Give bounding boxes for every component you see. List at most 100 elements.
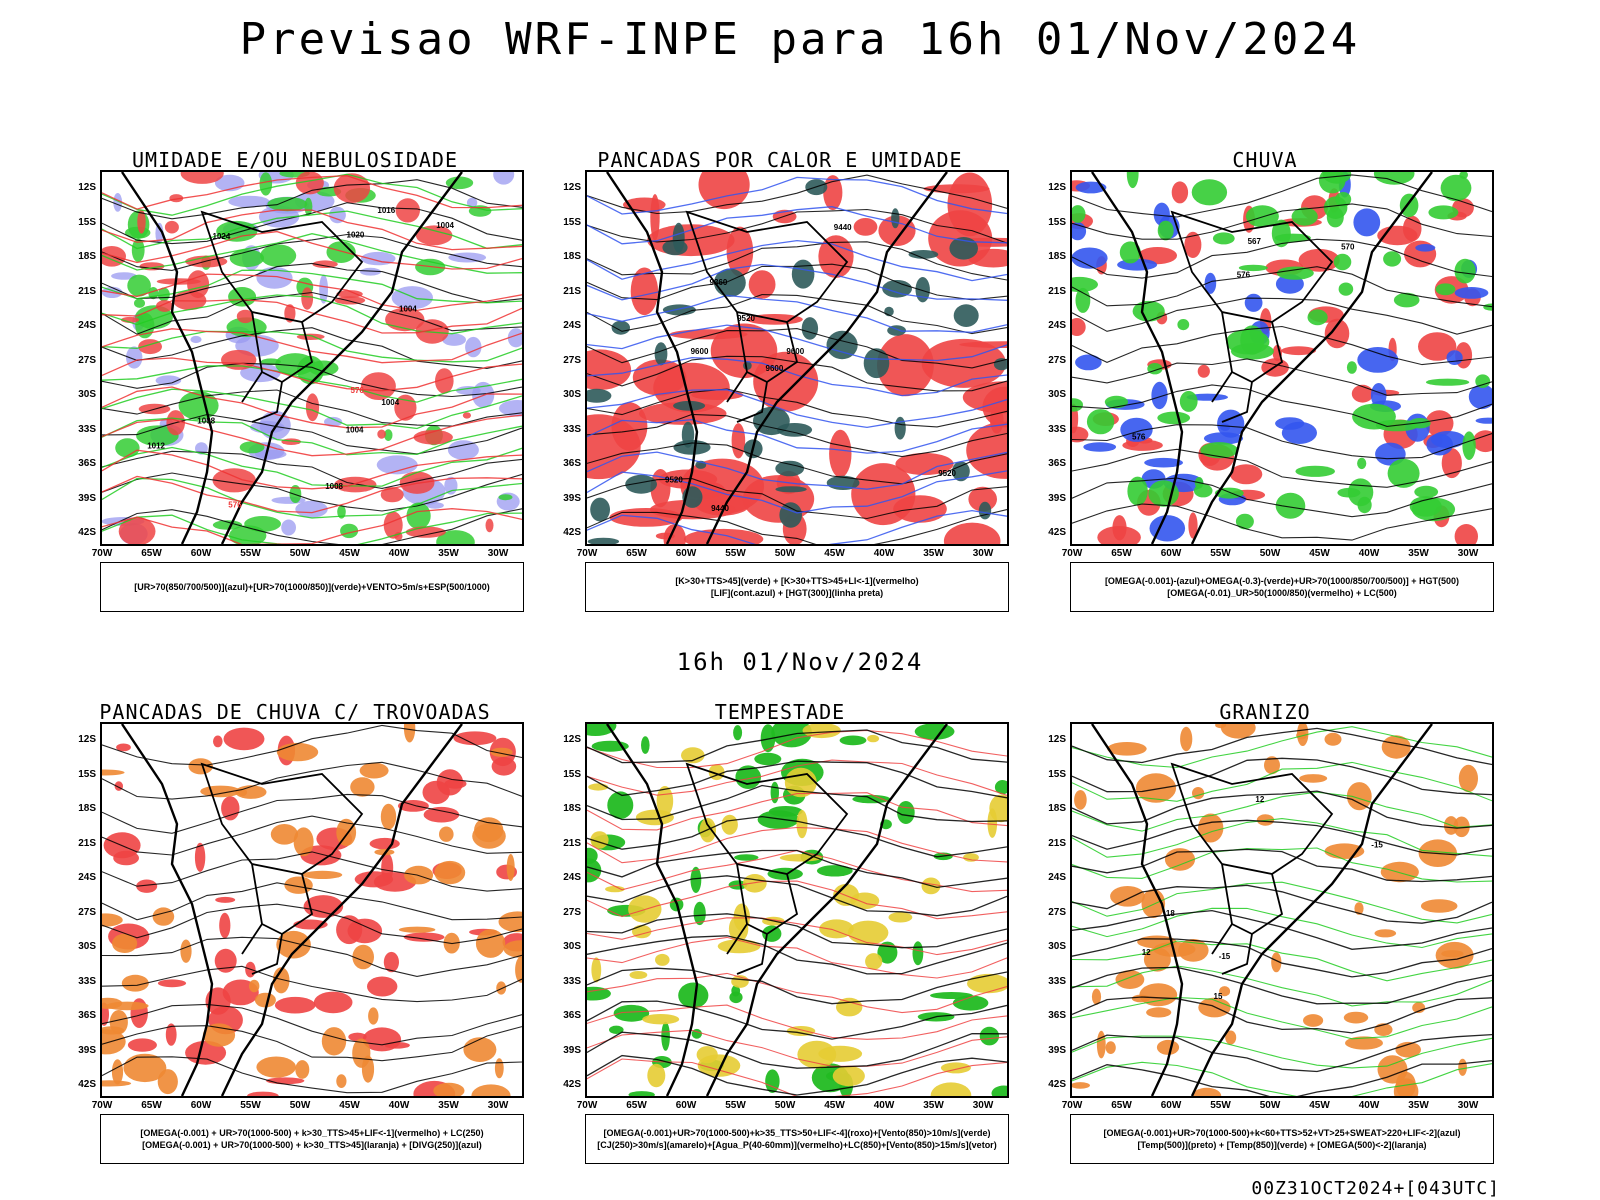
shaded-region bbox=[1324, 843, 1365, 859]
panel-title: PANCADAS DE CHUVA C/ TROVOADAS bbox=[99, 700, 491, 724]
shaded-region bbox=[605, 885, 625, 893]
legend-line: [OMEGA(-0.001) + UR>70(1000-500) + k>30_… bbox=[140, 1128, 484, 1138]
shaded-region bbox=[448, 252, 487, 263]
lat-label: 33S bbox=[563, 975, 581, 987]
shaded-region bbox=[361, 1055, 375, 1083]
contour-line bbox=[587, 784, 1007, 823]
shaded-region bbox=[447, 440, 479, 460]
shaded-region bbox=[453, 731, 497, 746]
lon-label: 45W bbox=[339, 1100, 360, 1111]
contour-label: 9520 bbox=[737, 314, 755, 323]
contour-line bbox=[102, 477, 522, 519]
shaded-region bbox=[949, 237, 978, 260]
shaded-region bbox=[1072, 318, 1086, 336]
shaded-region bbox=[350, 777, 375, 797]
shaded-region bbox=[395, 198, 420, 223]
contour-line bbox=[1072, 847, 1492, 883]
shaded-region bbox=[891, 208, 900, 229]
shaded-region bbox=[374, 848, 395, 856]
shaded-region bbox=[1192, 1087, 1222, 1096]
shaded-region bbox=[832, 1065, 865, 1087]
contour-line bbox=[587, 936, 1007, 979]
lat-label: 21S bbox=[1048, 837, 1066, 849]
contour-line bbox=[102, 386, 522, 429]
lon-label: 55W bbox=[725, 548, 746, 559]
panel-tempestade: TEMPESTADE 12S 15S 18S 21S 24S 27S 30S 33S 36S 39S… bbox=[545, 700, 1015, 1180]
coastline bbox=[1091, 724, 1433, 1096]
shaded-region bbox=[943, 522, 1001, 544]
contour-line bbox=[1072, 909, 1492, 950]
shaded-region bbox=[1235, 513, 1254, 530]
shaded-region bbox=[329, 206, 346, 224]
shaded-region bbox=[368, 1007, 379, 1025]
contour-label: 1004 bbox=[436, 221, 454, 230]
shaded-region bbox=[1377, 1055, 1408, 1084]
shaded-region bbox=[1307, 309, 1328, 326]
shaded-region bbox=[337, 505, 346, 519]
main-title: Previsao WRF-INPE para 16h 01/Nov/2024 bbox=[239, 14, 1361, 65]
shaded-region bbox=[1238, 264, 1268, 272]
shaded-region bbox=[321, 1027, 347, 1056]
panel-legend: [OMEGA(-0.001)+UR>70(1000-500)+k<60+TTS>… bbox=[1070, 1114, 1494, 1164]
shaded-region bbox=[912, 941, 924, 966]
shaded-region bbox=[1177, 319, 1190, 331]
lat-label: 27S bbox=[563, 354, 581, 366]
lon-label: 55W bbox=[240, 1100, 261, 1111]
contour-line bbox=[1072, 965, 1492, 1007]
shaded-region bbox=[728, 915, 749, 942]
shaded-region bbox=[753, 406, 790, 436]
shaded-region bbox=[1200, 442, 1239, 459]
lat-label: 27S bbox=[78, 906, 96, 918]
shaded-region bbox=[266, 1077, 305, 1085]
lat-label: 33S bbox=[78, 975, 96, 987]
shaded-region bbox=[952, 995, 989, 1011]
lon-label: 45W bbox=[1309, 1100, 1330, 1111]
lat-label: 15S bbox=[1048, 768, 1066, 780]
contour-line bbox=[102, 209, 522, 251]
legend-line: [OMEGA(-0.001) + UR>70(1000-500) + k>30_… bbox=[142, 1140, 482, 1150]
shaded-region bbox=[156, 300, 173, 312]
legend-line: [CJ(250)>30m/s](amarelo)+[Agua_P(40-60mm… bbox=[597, 1140, 997, 1150]
shaded-region bbox=[336, 1074, 347, 1088]
shaded-region bbox=[647, 1063, 666, 1088]
shaded-region bbox=[607, 791, 634, 819]
shaded-region bbox=[1458, 764, 1478, 793]
shaded-region bbox=[1119, 241, 1141, 264]
shaded-region bbox=[1418, 332, 1457, 361]
panel-umidade: UMIDADE E/OU NEBULOSIDADE 1004 1004 1004 100… bbox=[60, 148, 530, 628]
contour-line bbox=[102, 446, 522, 487]
contour-line bbox=[587, 1000, 1007, 1040]
shaded-region bbox=[733, 725, 743, 741]
shaded-region bbox=[823, 175, 843, 211]
shaded-region bbox=[475, 929, 506, 958]
map-graphic: -15 -15 12 12 18 15 bbox=[1072, 724, 1492, 1096]
shaded-region bbox=[591, 957, 602, 983]
contour-label: 1012 bbox=[147, 442, 165, 451]
contour-line bbox=[1072, 1033, 1492, 1073]
shaded-region bbox=[360, 372, 396, 400]
map-graphic bbox=[102, 724, 522, 1096]
lat-label: 36S bbox=[1048, 1010, 1066, 1021]
contour-label: 1024 bbox=[213, 232, 231, 241]
contour-line bbox=[1072, 996, 1492, 1040]
shaded-region bbox=[1244, 293, 1263, 312]
shaded-region bbox=[1324, 732, 1342, 746]
lat-label: 12S bbox=[563, 734, 581, 745]
lat-label: 39S bbox=[1048, 1044, 1066, 1056]
shaded-region bbox=[493, 172, 515, 185]
shaded-region bbox=[219, 912, 231, 939]
contour-label: 1004 bbox=[381, 398, 399, 407]
shaded-region bbox=[111, 272, 137, 280]
shaded-region bbox=[127, 1038, 157, 1052]
shaded-region bbox=[380, 487, 404, 503]
shaded-region bbox=[1132, 300, 1165, 322]
contour-line bbox=[587, 792, 1007, 831]
lon-label: 45W bbox=[1309, 548, 1330, 559]
shaded-region bbox=[383, 511, 403, 539]
contour-line bbox=[587, 356, 1007, 397]
contour-line bbox=[587, 478, 1007, 520]
shaded-region bbox=[930, 992, 973, 999]
shaded-region bbox=[1353, 208, 1381, 237]
shaded-region bbox=[155, 222, 164, 244]
lat-label: 30S bbox=[563, 389, 581, 400]
